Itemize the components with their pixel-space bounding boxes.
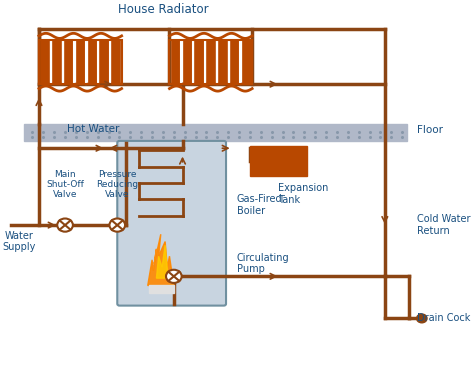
Text: Floor: Floor (418, 125, 444, 135)
Circle shape (109, 219, 125, 232)
Bar (206, 40, 215, 84)
Bar (40, 40, 49, 84)
Bar (24, 124, 407, 141)
Bar (218, 40, 227, 84)
Circle shape (57, 219, 73, 232)
Text: House Radiator: House Radiator (118, 3, 208, 16)
Text: Gas-Fired
Boiler: Gas-Fired Boiler (237, 194, 283, 216)
Bar (39, 40, 122, 84)
Bar (242, 40, 251, 84)
Bar (230, 40, 239, 84)
Bar (171, 40, 180, 84)
Bar (250, 146, 307, 176)
Bar (52, 40, 61, 84)
Polygon shape (148, 234, 174, 285)
Text: Hot Water: Hot Water (67, 124, 119, 134)
Text: Circulating
Pump: Circulating Pump (237, 253, 290, 274)
Polygon shape (156, 245, 168, 278)
Bar (88, 40, 97, 84)
Text: Expansion
Tank: Expansion Tank (278, 183, 328, 205)
Bar (64, 40, 73, 84)
Bar (182, 40, 192, 84)
Text: Water
Supply: Water Supply (3, 231, 36, 253)
Text: Drain Cock: Drain Cock (418, 313, 471, 324)
FancyBboxPatch shape (117, 141, 226, 306)
Text: Pressure
Reducing
Valve: Pressure Reducing Valve (96, 170, 138, 199)
Circle shape (166, 270, 182, 283)
Text: Main
Shut-Off
Valve: Main Shut-Off Valve (46, 170, 84, 199)
Bar (194, 40, 204, 84)
Bar (100, 40, 109, 84)
Circle shape (417, 314, 427, 323)
Bar (76, 40, 85, 84)
Bar (149, 285, 174, 293)
Bar (170, 40, 252, 84)
Text: Cold Water
Return: Cold Water Return (418, 214, 471, 236)
Bar (111, 40, 120, 84)
